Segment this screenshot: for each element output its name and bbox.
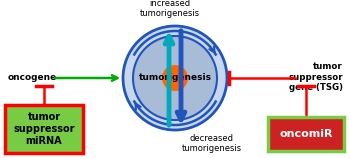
Text: decreased
tumorigenesis: decreased tumorigenesis xyxy=(181,134,242,153)
Text: tumorigenesis: tumorigenesis xyxy=(139,73,211,82)
Text: increased
tumorigenesis: increased tumorigenesis xyxy=(140,0,200,18)
FancyBboxPatch shape xyxy=(5,105,83,153)
Circle shape xyxy=(123,26,227,130)
Text: oncogene: oncogene xyxy=(8,73,57,82)
FancyBboxPatch shape xyxy=(268,117,344,151)
Circle shape xyxy=(162,65,188,91)
Text: oncomiR: oncomiR xyxy=(279,129,333,139)
Text: tumor
suppressor
miRNA: tumor suppressor miRNA xyxy=(13,112,75,146)
Text: tumor
suppressor
gene (TSG): tumor suppressor gene (TSG) xyxy=(288,62,343,92)
Circle shape xyxy=(133,36,217,120)
